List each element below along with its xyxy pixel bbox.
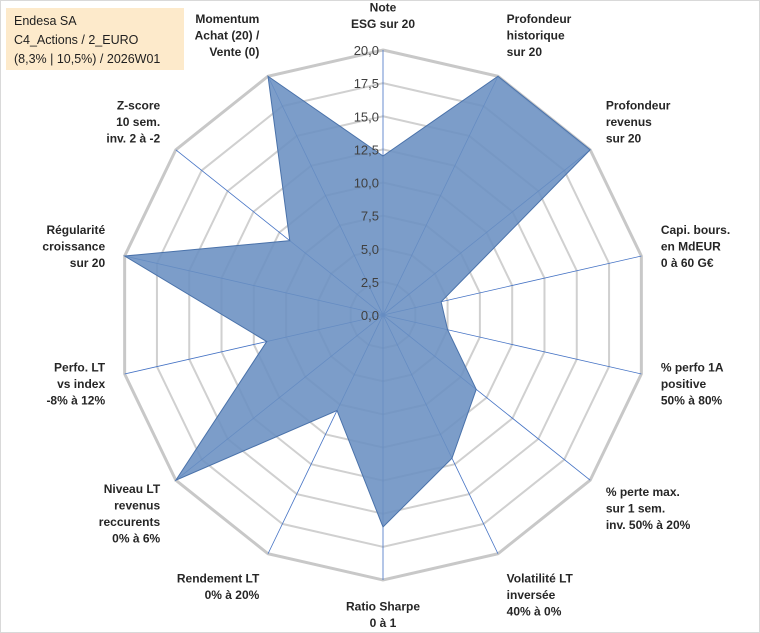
radial-tick-labels: 0,0 2,5 5,0 7,5 10,0 12,5 15,0 17,5 20,0 [354,43,379,323]
axis-label: Z-score 10 sem. inv. 2 à -2 [106,99,160,146]
tick-label: 12,5 [354,142,379,157]
axis-label: Volatilité LT inversée 40% à 0% [507,571,574,618]
axis-label: % perte max. sur 1 sem. inv. 50% à 20% [606,485,691,532]
tick-label: 7,5 [361,209,379,224]
axis-labels: Note ESG sur 20 Profondeur historique sur 20… [42,1,730,631]
series-area [123,75,591,528]
title-line-2: C4_Actions / 2_EURO [14,33,139,47]
title-line-3: (8,3% | 10,5%) / 2026W01 [14,52,161,66]
axis-label: Ratio Sharpe 0 à 1 [346,600,420,631]
tick-label: 15,0 [354,109,379,124]
tick-label: 2,5 [361,275,379,290]
tick-label: 17,5 [354,76,379,91]
axis-label: Profondeur historique sur 20 [507,12,572,59]
axis-label: Régularité croissance sur 20 [42,223,105,270]
axis-label: Perfo. LT vs index -8% à 12% [46,361,105,408]
axis-label: Niveau LT revenus reccurents 0% à 6% [99,482,161,546]
title-line-1: Endesa SA [14,14,77,28]
axis-label: Rendement LT 0% à 20% [177,571,260,602]
axis-label: Momentum Achat (20) / Vente (0) [195,12,260,59]
tick-label: 5,0 [361,242,379,257]
title-box: Endesa SA C4_Actions / 2_EURO (8,3% | 10… [6,8,184,70]
tick-label: 10,0 [354,176,379,191]
tick-label: 20,0 [354,43,379,58]
axis-label: Capi. bours. en MdEUR 0 à 60 G€ [661,223,730,270]
axis-label: Note ESG sur 20 [351,1,415,32]
tick-label: 0,0 [361,308,379,323]
axis-label: Profondeur revenus sur 20 [606,99,671,146]
axis-label: % perfo 1A positive 50% à 80% [661,361,724,408]
